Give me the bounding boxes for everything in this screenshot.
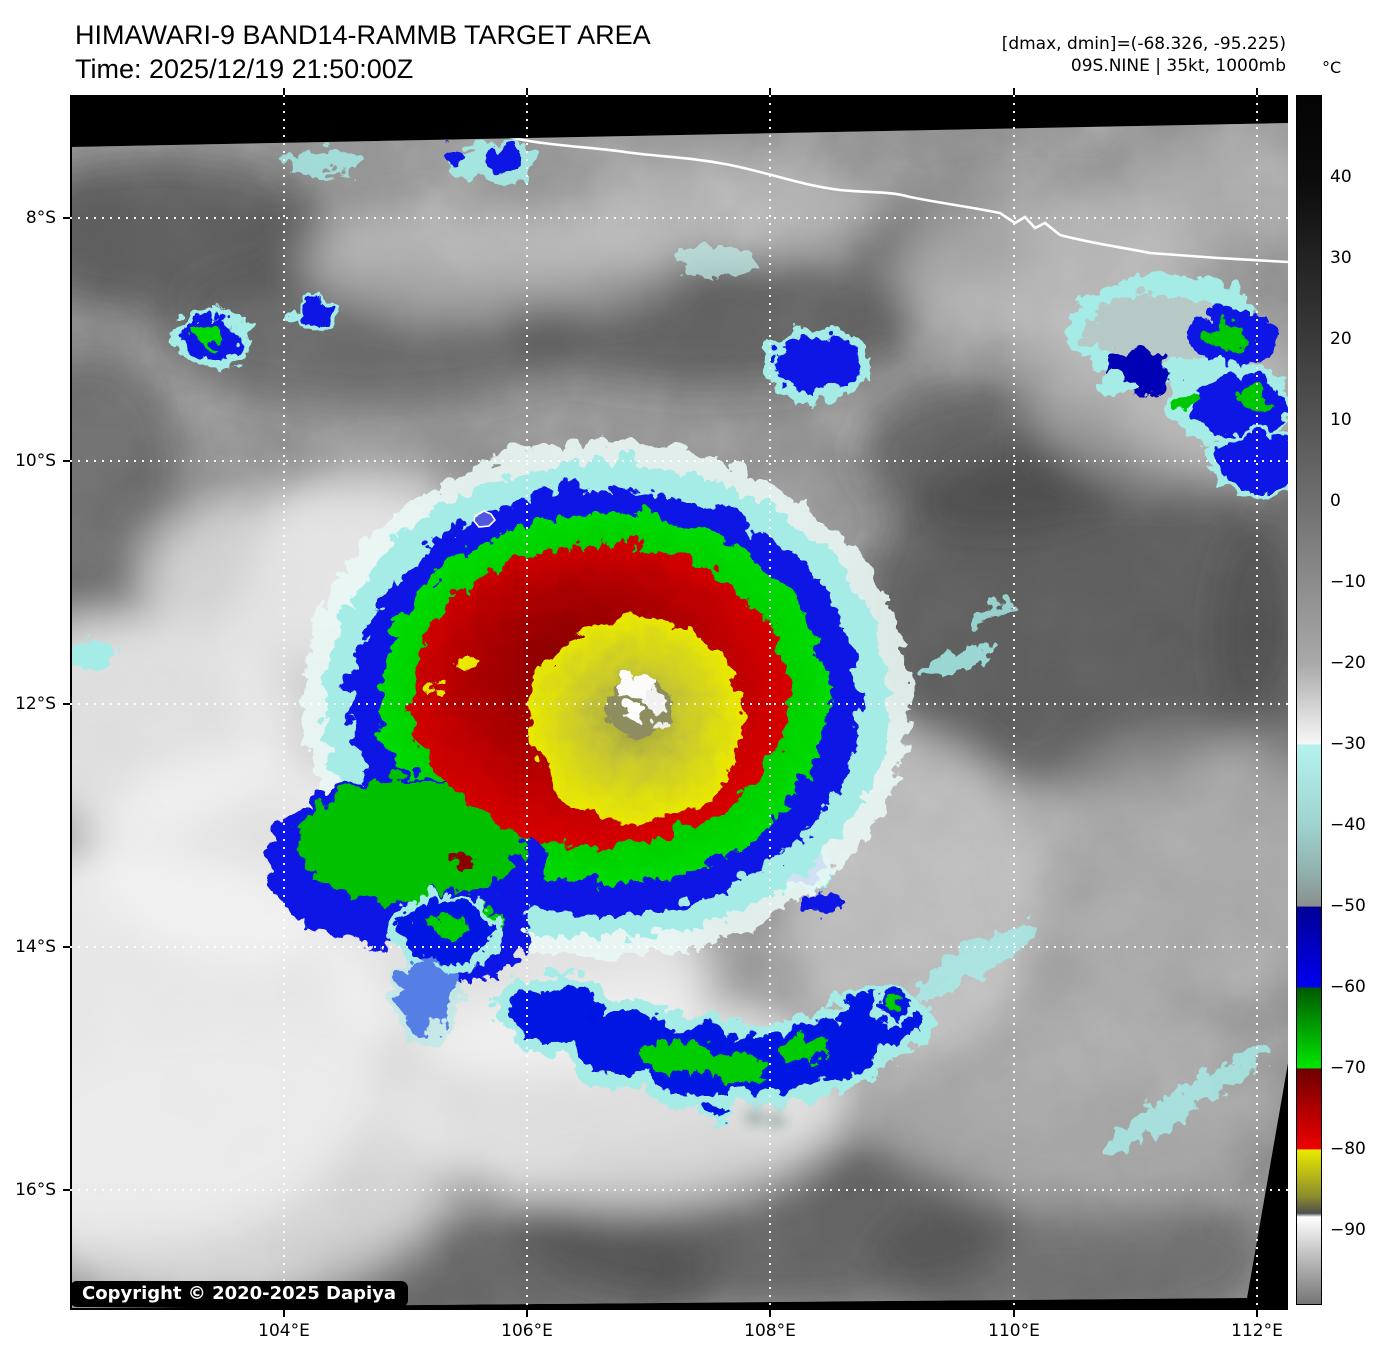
outlined-cloud-blob xyxy=(739,1105,791,1133)
colorbar-tick-label: 10 xyxy=(1330,410,1352,430)
lon-tick-mark xyxy=(1256,1310,1258,1317)
satellite-scene xyxy=(70,95,1288,1310)
page-title: HIMAWARI-9 BAND14-RAMMB TARGET AREA xyxy=(75,20,651,50)
header: HIMAWARI-9 BAND14-RAMMB TARGET AREA Time… xyxy=(75,18,651,86)
annotation-block: [dmax, dmin]=(-68.326, -95.225) 09S.NINE… xyxy=(1002,33,1286,77)
colorbar-tick-label: −20 xyxy=(1330,653,1366,673)
cold-cloud-features xyxy=(70,137,1288,1147)
copyright-badge: Copyright © 2020-2025 Dapiya xyxy=(70,1281,409,1307)
island-outline xyxy=(473,510,497,528)
colorbar-tick-label: −50 xyxy=(1330,896,1366,916)
colorbar-tick-label: −30 xyxy=(1330,734,1366,754)
lon-tick-mark-top xyxy=(283,88,285,95)
lon-tick-mark xyxy=(769,1310,771,1317)
lon-tick-label: 110°E xyxy=(988,1321,1040,1341)
lon-tick-mark-top xyxy=(1256,88,1258,95)
storm-info-readout: 09S.NINE | 35kt, 1000mb xyxy=(1070,56,1286,76)
colorbar-tick-label: 0 xyxy=(1330,491,1341,511)
lat-tick-label: 12°S xyxy=(15,694,56,714)
lat-tick-mark xyxy=(63,946,70,948)
timestamp: Time: 2025/12/19 21:50:00Z xyxy=(75,54,414,84)
colorbar-tick-label: −90 xyxy=(1330,1220,1366,1240)
lat-tick-label: 10°S xyxy=(15,451,56,471)
lon-tick-mark-top xyxy=(526,88,528,95)
colorbar-tick-label: −80 xyxy=(1330,1139,1366,1159)
lon-tick-label: 106°E xyxy=(501,1321,553,1341)
colorbar-tick-label: −70 xyxy=(1330,1058,1366,1078)
lat-tick-label: 16°S xyxy=(15,1180,56,1200)
lon-tick-label: 104°E xyxy=(258,1321,310,1341)
lon-tick-label: 108°E xyxy=(744,1321,796,1341)
map-frame-left xyxy=(70,95,72,1310)
colorbar-tick-label: −40 xyxy=(1330,815,1366,835)
lon-tick-mark xyxy=(526,1310,528,1317)
temperature-colorbar xyxy=(1296,95,1322,1305)
lon-tick-mark-top xyxy=(769,88,771,95)
lon-tick-mark xyxy=(1013,1310,1015,1317)
colorbar-tick-label: 40 xyxy=(1330,167,1352,187)
colorbar-tick-label: −10 xyxy=(1330,572,1366,592)
colorbar-tick-label: −60 xyxy=(1330,977,1366,997)
lat-tick-mark xyxy=(63,460,70,462)
lat-tick-label: 8°S xyxy=(25,208,56,228)
lon-tick-mark xyxy=(283,1310,285,1317)
graticule xyxy=(70,95,1288,1310)
lat-tick-mark xyxy=(63,217,70,219)
colorbar-tick-label: 20 xyxy=(1330,329,1352,349)
coastline xyxy=(483,123,1288,264)
satellite-map-image xyxy=(70,95,1288,1310)
lat-tick-label: 14°S xyxy=(15,937,56,957)
satellite-data-layer xyxy=(70,123,1288,1308)
lat-tick-mark xyxy=(63,703,70,705)
colorbar-unit-label: °C xyxy=(1322,58,1342,77)
lon-tick-label: 112°E xyxy=(1231,1321,1283,1341)
dmax-dmin-readout: [dmax, dmin]=(-68.326, -95.225) xyxy=(1001,34,1286,54)
lon-tick-mark-top xyxy=(1013,88,1015,95)
colorbar-tick-label: 30 xyxy=(1330,248,1352,268)
lat-tick-mark xyxy=(63,1189,70,1191)
